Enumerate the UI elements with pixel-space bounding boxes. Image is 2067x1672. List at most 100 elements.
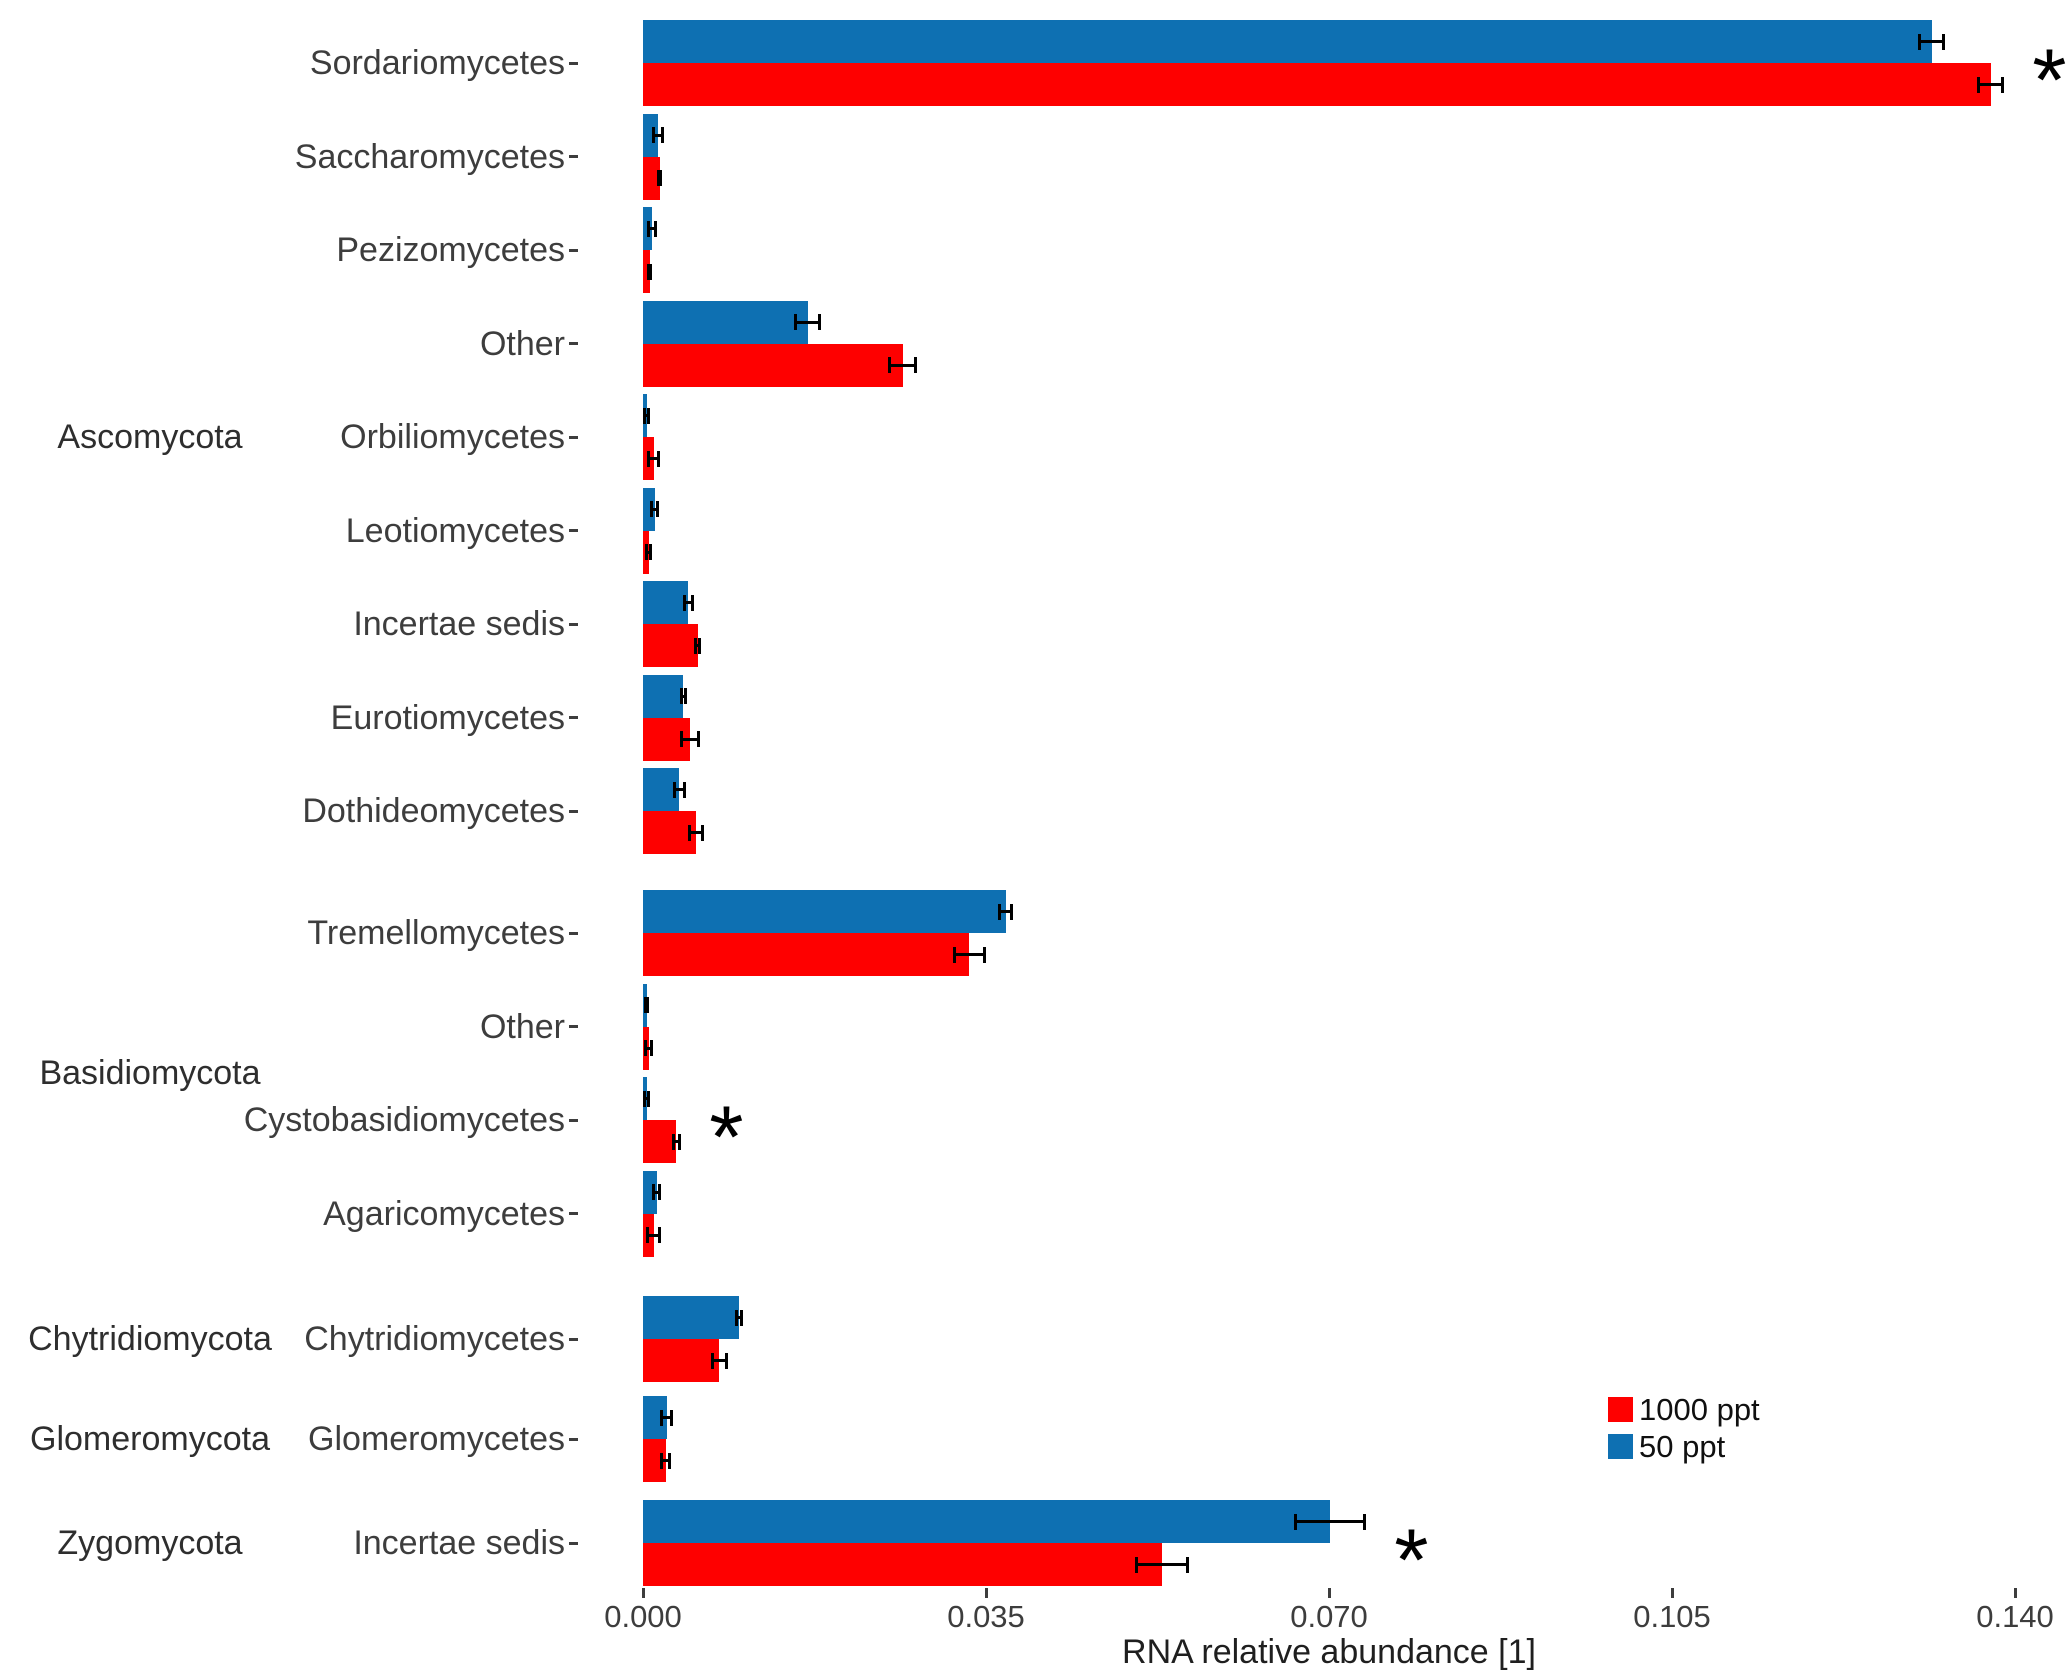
error-bar-1000ppt-cap <box>1135 1556 1139 1573</box>
error-bar-1000ppt-cap <box>671 1133 675 1150</box>
error-bar-1000ppt <box>712 1359 727 1362</box>
bar-1000ppt-saccharomycetes <box>643 156 660 200</box>
bar-1000ppt-incertae-sedis <box>643 624 698 667</box>
x-tick-label: 0.000 <box>604 1599 682 1634</box>
error-bar-50ppt-cap <box>672 781 676 798</box>
error-bar-1000ppt-cap <box>657 170 661 186</box>
error-bar-1000ppt-cap <box>697 731 701 747</box>
legend: 1000 ppt 50 ppt <box>1608 1392 1760 1471</box>
error-bar-1000ppt-cap <box>649 263 653 280</box>
error-bar-1000ppt <box>889 363 916 367</box>
bar-50ppt-agaricomycetes <box>643 1170 657 1214</box>
error-bar-50ppt-cap <box>683 688 687 704</box>
category-tick-mark <box>569 1437 578 1441</box>
error-bar-50ppt-cap <box>647 1090 651 1107</box>
error-bar-50ppt-cap <box>740 1309 744 1326</box>
error-bar-50ppt-cap <box>1918 33 1922 50</box>
category-tick-mark <box>569 248 578 252</box>
error-bar-50ppt-cap <box>1294 1513 1298 1530</box>
category-label: Incertae sedis <box>353 605 565 643</box>
category-label: Chytridiomycetes <box>304 1320 565 1358</box>
error-bar-50ppt <box>661 1416 672 1419</box>
error-bar-50ppt-cap <box>1941 33 1945 50</box>
category-tick-mark <box>569 1118 578 1122</box>
bar-50ppt-incertae-sedis <box>643 1500 1330 1543</box>
category-tick-mark <box>569 1337 578 1341</box>
category-label: Agaricomycetes <box>323 1194 565 1233</box>
category-tick-mark <box>569 622 578 626</box>
legend-label-50ppt: 50 ppt <box>1639 1429 1726 1464</box>
error-bar-50ppt-cap <box>1009 903 1013 920</box>
phylum-label-glomeromycota: Glomeromycota <box>30 1420 270 1458</box>
x-tick-mark <box>1670 1588 1674 1598</box>
error-bar-50ppt <box>1919 40 1944 43</box>
category-label: Tremellomycetes <box>307 914 565 952</box>
error-bar-50ppt <box>644 414 649 417</box>
x-axis-title: RNA relative abundance [1] <box>1122 1633 1536 1671</box>
legend-swatch-1000ppt <box>1608 1397 1633 1422</box>
error-bar-1000ppt-cap <box>701 824 705 841</box>
error-bar-50ppt-cap <box>643 407 647 424</box>
bar-50ppt-glomeromycetes <box>643 1396 667 1439</box>
error-bar-1000ppt <box>648 457 659 460</box>
error-bar-50ppt <box>795 320 820 324</box>
x-tick-label: 0.035 <box>947 1599 1025 1634</box>
error-bar-50ppt-cap <box>660 1409 664 1426</box>
phylum-label-chytridiomycota: Chytridiomycota <box>28 1320 272 1358</box>
error-bar-50ppt-cap <box>794 314 798 330</box>
error-bar-1000ppt-cap <box>659 170 663 186</box>
error-bar-1000ppt-cap <box>658 1227 662 1243</box>
bar-50ppt-leotiomycetes <box>643 487 655 531</box>
error-bar-1000ppt-cap <box>647 450 651 467</box>
x-tick-mark <box>984 1588 988 1598</box>
bar-50ppt-tremellomycetes <box>643 890 1006 933</box>
error-bar-50ppt-cap <box>646 997 650 1013</box>
error-bar-1000ppt-cap <box>724 1352 728 1369</box>
category-tick-mark <box>569 716 578 719</box>
error-bar-1000ppt-cap <box>679 731 683 747</box>
bar-1000ppt-tremellomycetes <box>643 933 970 976</box>
bar-50ppt-saccharomycetes <box>643 113 658 157</box>
x-tick-label: 0.140 <box>1976 1599 2054 1634</box>
error-bar-50ppt-cap <box>998 903 1002 920</box>
category-label: Saccharomycetes <box>294 137 565 176</box>
error-bar-1000ppt <box>1136 1563 1188 1566</box>
bar-1000ppt-dothideomycetes <box>643 811 696 854</box>
category-tick-mark <box>569 435 578 439</box>
error-bar-1000ppt-cap <box>694 637 698 654</box>
error-bar-1000ppt-cap <box>711 1352 715 1369</box>
category-label: Other <box>479 1007 565 1046</box>
error-bar-50ppt <box>653 1190 660 1194</box>
error-bar-50ppt <box>644 1097 649 1100</box>
error-bar-50ppt <box>1295 1520 1365 1523</box>
x-tick-mark <box>1327 1588 1331 1598</box>
category-label: Eurotiomycetes <box>330 698 565 737</box>
category-tick-mark <box>569 931 578 935</box>
error-bar-50ppt-cap <box>646 220 650 237</box>
legend-item-50ppt: 50 ppt <box>1608 1429 1760 1464</box>
error-bar-1000ppt-cap <box>687 824 691 841</box>
error-bar-1000ppt-cap <box>647 263 651 280</box>
error-bar-50ppt-cap <box>1362 1513 1366 1530</box>
significance-asterisk: * <box>709 1087 744 1186</box>
legend-item-1000ppt: 1000 ppt <box>1608 1392 1760 1427</box>
error-bar-1000ppt-cap <box>677 1133 681 1150</box>
error-bar-50ppt-cap <box>660 127 664 143</box>
legend-label-1000ppt: 1000 ppt <box>1639 1392 1760 1427</box>
category-label: Dothideomycetes <box>302 792 565 830</box>
error-bar-1000ppt-cap <box>649 544 653 560</box>
error-bar-50ppt <box>999 910 1012 913</box>
error-bar-50ppt-cap <box>817 314 821 330</box>
category-label: Leotiomycetes <box>345 511 565 550</box>
category-label: Incertae sedis <box>353 1524 565 1562</box>
error-bar-50ppt-cap <box>644 997 648 1013</box>
error-bar-1000ppt <box>954 953 985 956</box>
category-tick-mark <box>569 155 578 158</box>
error-bar-1000ppt <box>646 550 651 554</box>
error-bar-50ppt <box>653 133 663 137</box>
category-tick-mark <box>569 1541 578 1545</box>
error-bar-50ppt-cap <box>652 1184 656 1200</box>
error-bar-1000ppt <box>645 1046 652 1050</box>
error-bar-1000ppt-cap <box>660 1452 664 1469</box>
